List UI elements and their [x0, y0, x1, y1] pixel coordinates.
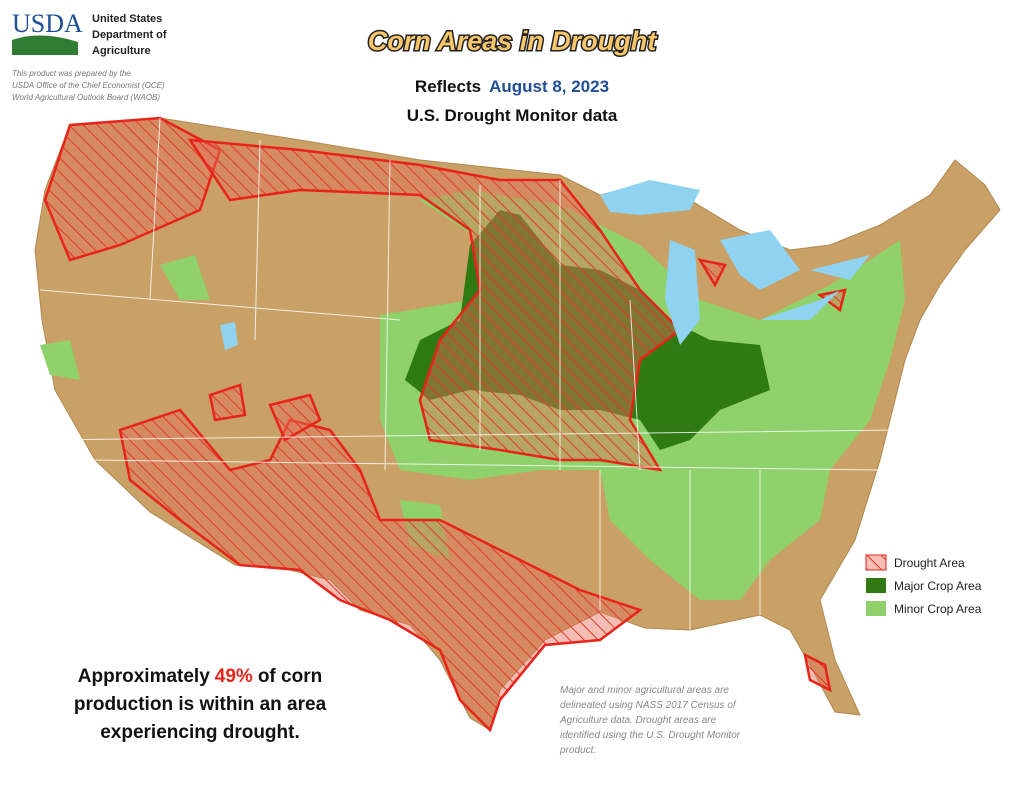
legend: Drought Area Major Crop Area Minor Crop … [865, 554, 982, 616]
statement: Approximately 49% of corn [78, 666, 322, 687]
source: U.S. Drought Monitor data [407, 106, 618, 125]
footnote-line: Agriculture data. Drought areas are [559, 715, 717, 726]
agency-name: United States [92, 13, 162, 25]
great-salt-lake [220, 322, 238, 350]
statement-text: production is within an area [74, 694, 327, 715]
subtitle: Reflects August 8, 2023 [415, 77, 609, 96]
agency-name: Agriculture [92, 45, 151, 57]
credit: This product was prepared by the [12, 69, 131, 78]
legend-swatch [865, 554, 887, 571]
statement-highlight: 49% [215, 666, 253, 687]
statement-text: of corn [258, 666, 322, 687]
usda-logo [12, 35, 78, 55]
footnote: Major and minor agricultural areas are d… [559, 685, 741, 756]
statement-text: experiencing drought. [100, 722, 300, 743]
footnote-line: delineated using NASS 2017 Census of [560, 700, 737, 711]
footnote-line: product. [559, 745, 596, 756]
great-lakes [600, 180, 870, 345]
credit: USDA Office of the Chief Economist (OCE) [12, 81, 165, 90]
state-lines [39, 117, 901, 630]
legend-label: Major Crop Area [894, 579, 982, 593]
subtitle-prefix: Reflects [415, 77, 481, 96]
credit: World Agricultural Outlook Board (WAOB) [12, 93, 160, 102]
legend-swatch [866, 601, 886, 616]
map [34, 116, 1001, 733]
drought-area [187, 138, 682, 472]
statement-text: Approximately [78, 666, 210, 687]
legend-swatch [866, 578, 886, 593]
legend-label: Minor Crop Area [894, 602, 982, 616]
legend-label: Drought Area [894, 556, 965, 570]
footnote-line: Major and minor agricultural areas are [560, 685, 729, 696]
title: Corn Areas in Drought [368, 26, 658, 56]
footnote-line: identified using the U.S. Drought Monito… [560, 730, 741, 741]
agency-abbr: USDA [12, 9, 83, 38]
date: August 8, 2023 [489, 77, 609, 96]
drought-area [208, 258, 847, 693]
drought-area [43, 116, 222, 262]
agency-name: Department of [92, 29, 167, 41]
